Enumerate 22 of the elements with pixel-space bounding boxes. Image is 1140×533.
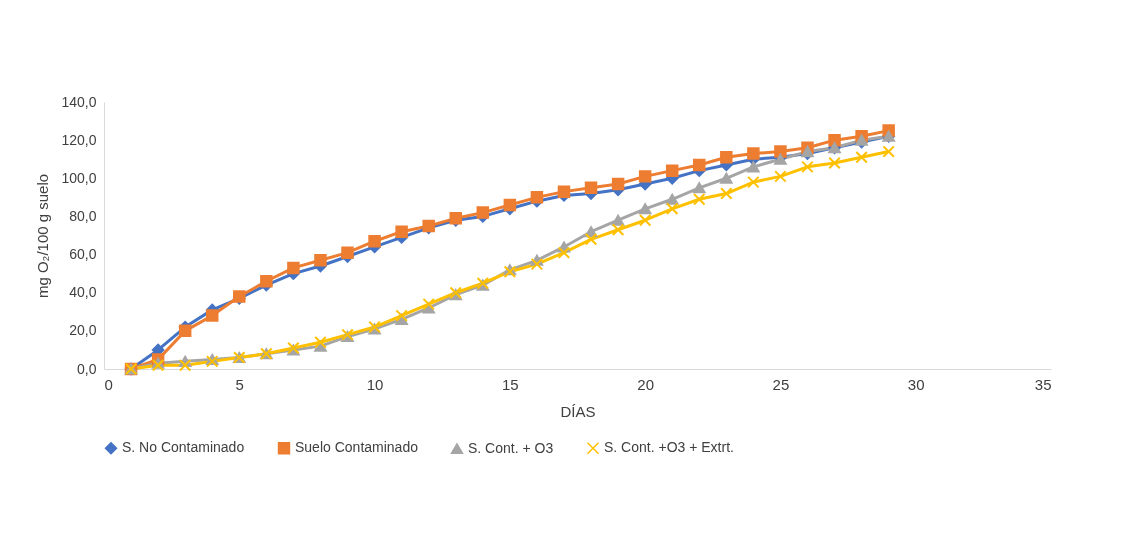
legend-label: S. No Contaminado [122, 439, 245, 456]
legend-label: S. Cont. + O3 [468, 439, 554, 456]
x-tick-label: 30 [907, 375, 925, 393]
legend-label: Suelo Contaminado [295, 439, 419, 456]
y-tick-label: 20,0 [69, 322, 97, 339]
x-tick-label: 20 [637, 375, 654, 393]
y-tick-label: 40,0 [69, 284, 97, 301]
x-tick-label: 5 [235, 375, 244, 393]
y-axis-title: mg O₂/100 g suelo [34, 173, 52, 299]
x-tick-label: 25 [772, 375, 790, 393]
x-tick-label: 15 [502, 375, 519, 393]
x-tick-label: 35 [1034, 375, 1052, 393]
x-tick-label: 0 [104, 375, 113, 393]
y-tick-label: 80,0 [69, 207, 97, 224]
y-tick-label: 100,0 [61, 169, 97, 186]
legend-label: S. Cont. +O3 + Extrt. [604, 439, 734, 456]
x-axis-title: DÍAS [560, 402, 596, 420]
y-tick-label: 0,0 [77, 360, 97, 377]
y-tick-label: 140,0 [61, 93, 97, 110]
y-tick-label: 120,0 [61, 131, 97, 148]
x-tick-label: 10 [366, 375, 384, 393]
y-tick-label: 60,0 [69, 246, 97, 263]
